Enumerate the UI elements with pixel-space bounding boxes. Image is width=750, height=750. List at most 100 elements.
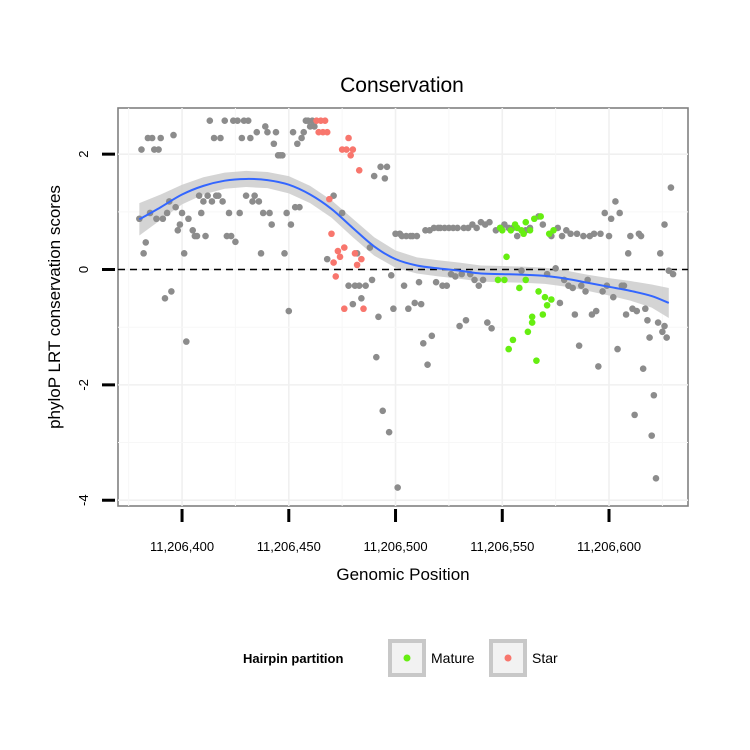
legend-title: Hairpin partition [243,651,343,666]
point-star [343,146,350,153]
point-other [552,265,559,272]
point-other [633,307,641,315]
point-other [215,192,222,199]
plot-panel [117,107,689,507]
point-other [362,282,369,289]
point-other [595,363,602,370]
point-other [210,134,218,142]
point-star [340,305,348,313]
point-other [138,146,145,153]
point-other [298,134,305,142]
point-other [419,340,427,347]
x-tick-label: 11,206,500 [363,539,427,554]
point-other [183,338,190,345]
point-other [163,209,171,217]
point-other [366,244,374,251]
point-star [330,259,337,266]
point-star [334,247,342,255]
point-other [379,407,387,415]
point-other [189,226,197,234]
point-mature [520,230,527,238]
point-mature [533,357,540,364]
point-mature [537,213,544,220]
point-other [285,307,293,315]
point-other [349,300,357,308]
point-other [475,282,483,289]
point-star [340,244,348,251]
point-other [234,117,241,124]
y-tick-label: 0 [76,266,91,273]
point-other [599,288,606,295]
point-other [424,361,431,368]
point-other [390,305,397,313]
point-star [360,305,367,313]
point-other [415,278,423,286]
smooth-line [138,177,670,304]
point-other [202,232,209,240]
point-other [644,316,651,324]
point-other [257,250,265,257]
point-other [571,311,579,318]
point-star [355,166,363,174]
point-other [631,411,638,419]
point-other [539,221,547,228]
point-other [281,250,288,257]
point-mature [530,215,538,223]
legend-item-star: Star [489,639,558,677]
point-other [405,305,412,313]
point-other [338,209,346,217]
point-other [627,232,634,240]
legend-item-mature: Mature [388,639,475,677]
point-other [661,322,668,330]
grid-major [118,108,688,506]
point-other [157,134,164,142]
point-other [646,334,653,341]
point-other [556,299,564,307]
point-other [370,172,378,180]
point-other [582,288,589,295]
point-other [652,475,660,482]
smooth-curve [138,177,670,304]
point-mature [501,276,508,284]
point-other [185,215,192,223]
point-other [383,163,391,171]
point-other [661,221,668,228]
chart-title: Conservation [340,74,464,97]
point-other [289,128,297,136]
point-star [345,134,352,142]
point-other [488,325,495,332]
legend-dot-mature [403,654,411,662]
point-other [650,391,658,399]
y-tick-label: 2 [76,151,91,158]
point-other [605,232,613,240]
point-mature [543,301,551,309]
x-tick-label: 11,206,450 [257,539,321,554]
point-other [400,282,408,289]
point-other [616,209,623,217]
point-other [242,192,250,199]
point-mature [548,296,555,303]
point-other [601,209,609,217]
point-other [227,232,235,240]
point-other [642,305,649,313]
point-other [311,123,318,130]
point-other [140,250,147,257]
point-other [294,140,301,148]
point-mature [498,226,506,234]
point-other [387,271,395,279]
x-tick-label: 11,206,550 [470,539,534,554]
point-other [580,232,587,240]
point-other [270,140,278,148]
point-star [349,146,357,153]
legend: Hairpin partition Mature Star [243,639,558,677]
point-other [238,134,246,142]
y-axis-title: phyloP LRT conservation scores [45,185,64,429]
point-other [219,198,226,205]
point-star [336,253,344,261]
point-other [172,203,179,211]
point-other [262,123,269,130]
point-other [637,232,645,240]
point-star [326,195,333,203]
point-other [197,209,205,217]
point-other [161,295,169,302]
